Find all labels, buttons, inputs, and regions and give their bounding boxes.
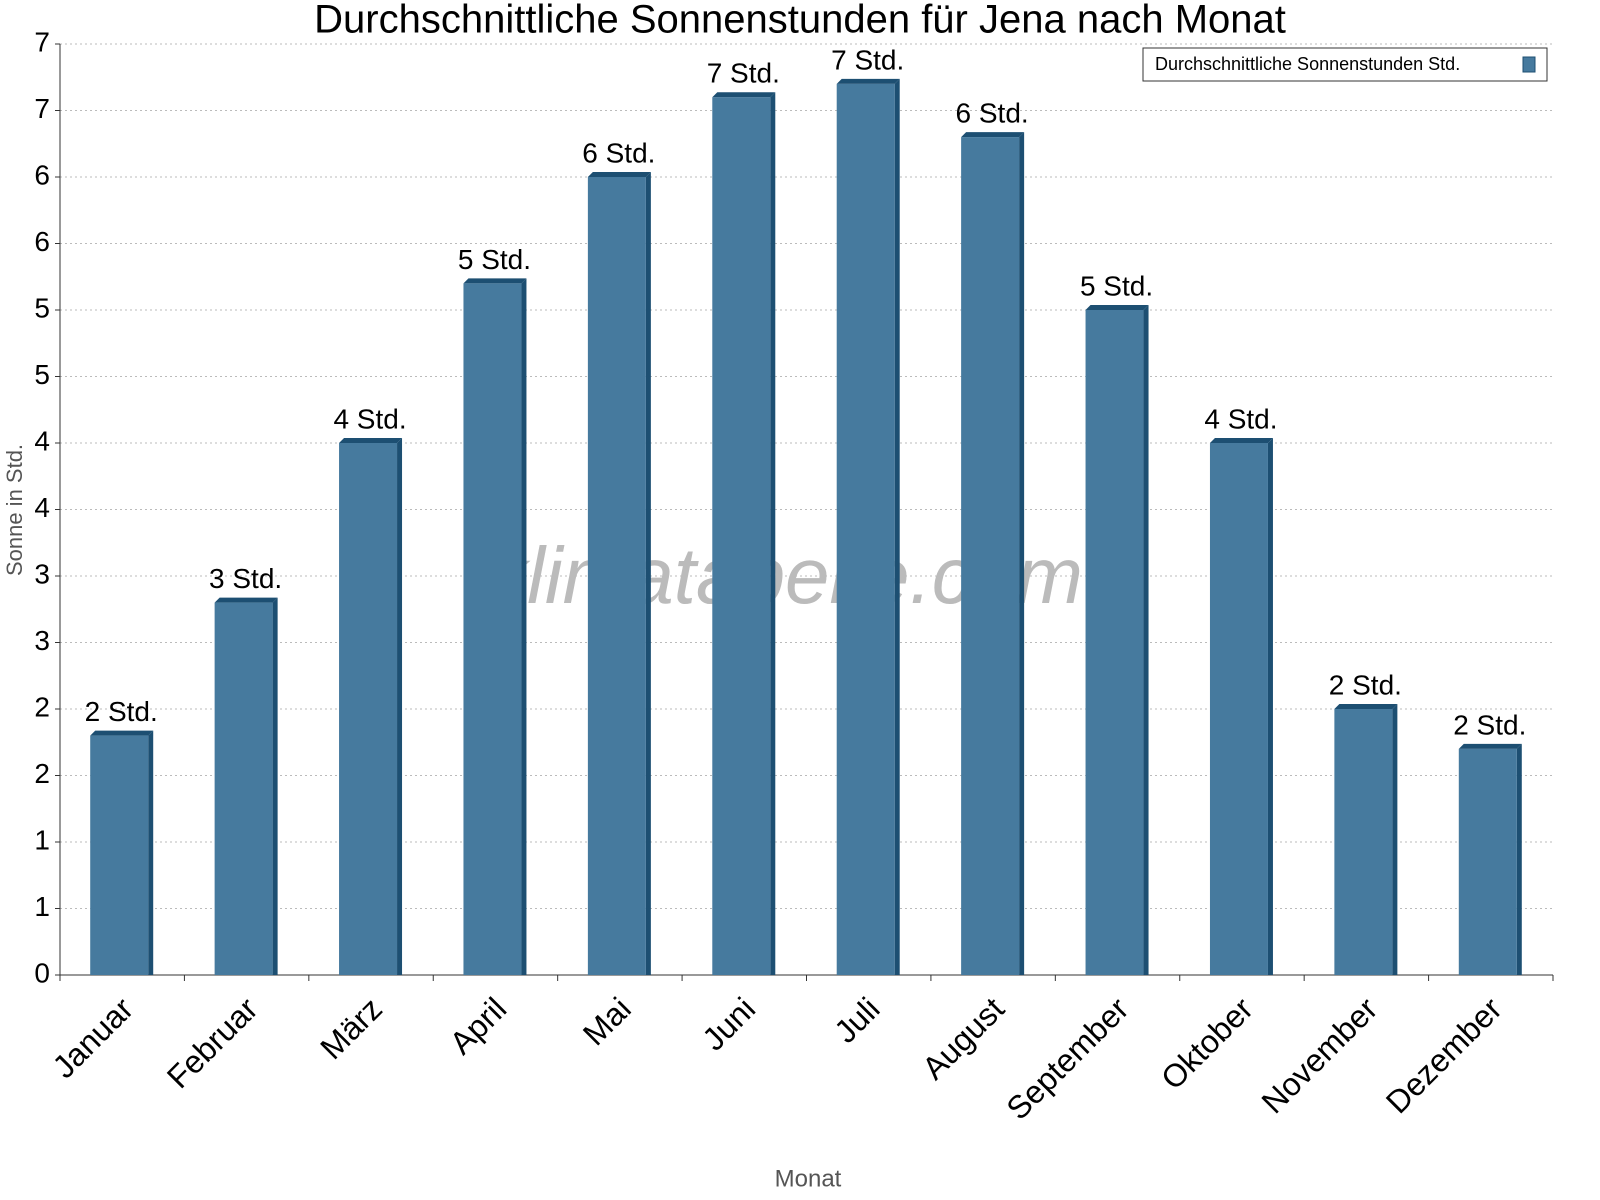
x-tick-label: Mai (576, 990, 638, 1052)
bar-side (1267, 438, 1273, 975)
bar (90, 735, 149, 975)
chart-title: Durchschnittliche Sonnenstunden für Jena… (314, 0, 1286, 42)
bar (1334, 709, 1393, 975)
x-tick-label: Dezember (1379, 990, 1509, 1120)
value-label: 2 Std. (1329, 669, 1402, 700)
value-label: 3 Std. (209, 563, 282, 594)
x-tick-label: April (443, 990, 514, 1061)
x-tick-label: Juli (827, 990, 886, 1049)
value-label: 7 Std. (831, 44, 904, 75)
value-label: 5 Std. (458, 244, 531, 275)
bar (214, 602, 273, 975)
x-tick-label: August (915, 990, 1011, 1086)
bar-side (521, 278, 527, 975)
bar-side (770, 92, 776, 975)
bar-top (1334, 704, 1398, 709)
bar-top (587, 172, 651, 177)
y-tick-label: 1 (34, 891, 50, 922)
y-tick-label: 3 (34, 558, 50, 589)
y-tick-label: 7 (34, 93, 50, 124)
value-label: 5 Std. (1080, 270, 1153, 301)
x-tick-label: November (1254, 990, 1384, 1120)
bar-side (148, 730, 154, 975)
x-tick-label: September (999, 990, 1135, 1126)
y-tick-label: 1 (34, 824, 50, 855)
bar-top (339, 438, 403, 443)
value-label: 7 Std. (707, 58, 780, 89)
y-tick-label: 6 (34, 226, 50, 257)
value-label: 4 Std. (1204, 403, 1277, 434)
x-tick-label: Juni (695, 990, 762, 1057)
bar (1085, 310, 1144, 975)
bar-top (836, 78, 900, 84)
bar-side (1392, 704, 1398, 975)
bar-top (712, 92, 776, 98)
bar-side (1019, 132, 1025, 976)
bar (961, 137, 1020, 976)
y-axis-title: Sonne in Std. (2, 444, 27, 576)
value-label: 2 Std. (85, 696, 158, 727)
bar-top (463, 278, 527, 284)
y-tick-label: 5 (34, 292, 50, 323)
bar (339, 443, 398, 975)
value-label: 6 Std. (582, 137, 655, 168)
x-tick-label: März (313, 990, 389, 1066)
y-tick-label: 2 (34, 758, 50, 789)
bar-top (961, 132, 1025, 138)
bar-top (90, 730, 154, 736)
x-tick-label: Januar (45, 990, 140, 1085)
y-tick-label: 4 (34, 492, 50, 523)
bar (836, 83, 895, 975)
bar-side (645, 172, 651, 975)
x-axis-title: Monat (775, 1165, 842, 1192)
y-tick-label: 6 (34, 159, 50, 190)
legend-swatch (1522, 56, 1536, 73)
y-tick-label: 3 (34, 625, 50, 656)
bar-top (1458, 743, 1522, 749)
bar-side (1516, 743, 1522, 975)
bar-side (397, 438, 403, 975)
y-tick-label: 5 (34, 359, 50, 390)
bar-side (894, 78, 900, 975)
x-tick-label: Oktober (1154, 990, 1260, 1096)
bar-top (1209, 438, 1273, 443)
bar-side (272, 597, 278, 975)
legend-label: Durchschnittliche Sonnenstunden Std. (1155, 54, 1460, 74)
bar-top (214, 597, 278, 603)
y-tick-label: 4 (34, 425, 50, 456)
value-label: 4 Std. (333, 403, 406, 434)
bar (463, 283, 522, 975)
x-tick-label: Februar (160, 990, 265, 1095)
bar-top (1085, 305, 1149, 310)
bar (1458, 748, 1517, 975)
bar (587, 177, 646, 975)
bar-side (1143, 305, 1149, 975)
y-tick-label: 0 (34, 957, 50, 988)
y-tick-label: 2 (34, 691, 50, 722)
value-label: 6 Std. (956, 97, 1029, 128)
legend-box (1142, 47, 1548, 82)
y-tick-label: 7 (34, 26, 50, 57)
bar (1209, 443, 1268, 975)
bar (712, 97, 771, 975)
value-label: 2 Std. (1453, 709, 1526, 740)
